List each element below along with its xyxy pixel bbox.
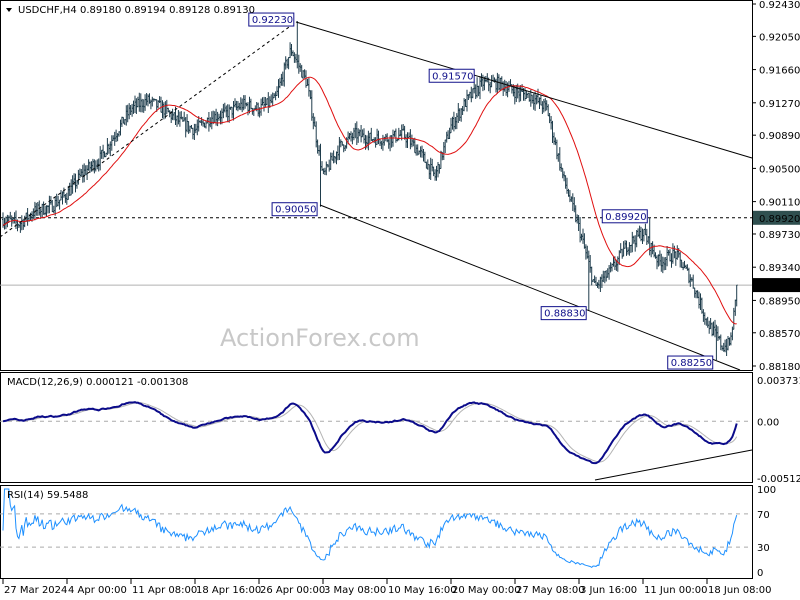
macd-pane[interactable] bbox=[0, 372, 753, 483]
time-axis-label: 27 Mar 2024 bbox=[4, 585, 67, 596]
price-pane[interactable] bbox=[0, 0, 753, 371]
price-axis-label: 0.91270 bbox=[759, 99, 800, 110]
ohlc-bar bbox=[735, 284, 738, 307]
rsi-axis-label: 30 bbox=[757, 543, 770, 554]
rsi-title: RSI(14) 59.5488 bbox=[7, 490, 88, 501]
macd-axis-label: -0.005129 bbox=[757, 474, 800, 485]
price-annotation-label: 0.92230 bbox=[252, 15, 293, 26]
symbol-timeframe: USDCHF,H4 bbox=[18, 5, 77, 16]
price-annotation-box bbox=[601, 209, 648, 224]
time-axis-label: 11 Jun 00:00 bbox=[644, 585, 708, 596]
price-annotation-label: 0.91570 bbox=[432, 71, 473, 82]
price-axis-label: 0.88180 bbox=[759, 362, 800, 373]
price-axis-label: 0.90500 bbox=[759, 164, 800, 175]
price-annotation-box bbox=[248, 12, 295, 27]
time-axis-label: 20 May 00:00 bbox=[452, 585, 521, 596]
macd-line bbox=[2, 401, 738, 465]
time-axis-label: 3 Jun 16:00 bbox=[580, 585, 637, 596]
price-axis-label: 0.92430 bbox=[759, 0, 800, 11]
time-axis-label: 27 May 08:00 bbox=[516, 585, 585, 596]
price-annotation-label: 0.88830 bbox=[544, 309, 585, 320]
trendlines bbox=[0, 21, 753, 481]
watermark: ActionForex.com bbox=[220, 324, 420, 352]
price-axis-label: 0.92050 bbox=[759, 32, 800, 43]
price-annotation-box bbox=[428, 68, 475, 83]
price-annotation-box bbox=[271, 202, 318, 217]
macd-axis-label: 0.003731 bbox=[757, 376, 800, 387]
time-axis-label: 26 Apr 00:00 bbox=[260, 585, 325, 596]
channel-upper-line[interactable] bbox=[295, 21, 753, 159]
level-price-tag bbox=[753, 210, 800, 225]
dropdown-triangle-icon[interactable] bbox=[6, 8, 12, 12]
time-axis-label: 11 Apr 08:00 bbox=[132, 585, 197, 596]
price-annotation-label: 0.88250 bbox=[671, 358, 712, 369]
time-axis-label: 4 Apr 00:00 bbox=[68, 585, 127, 596]
price-annotation-label: 0.89920 bbox=[605, 212, 646, 223]
time-axis-label: 18 Apr 16:00 bbox=[196, 585, 261, 596]
rsi-line bbox=[2, 488, 738, 569]
price-annotation-box bbox=[667, 355, 714, 370]
macd-title: MACD(12,26,9) 0.000121 -0.001308 bbox=[7, 377, 188, 388]
macd-trendline[interactable] bbox=[594, 449, 753, 481]
time-axis-label: 10 May 16:00 bbox=[388, 585, 457, 596]
price-axis-label: 0.89730 bbox=[759, 230, 800, 241]
time-axis-label: 18 Jun 08:00 bbox=[708, 585, 772, 596]
rsi-axis-label: 100 bbox=[757, 485, 776, 496]
current-price-tag bbox=[753, 278, 800, 293]
price-axis-label: 0.90110 bbox=[759, 198, 800, 209]
current-price-label: 0.89130 bbox=[759, 281, 800, 292]
macd-axis-label: 0.00 bbox=[757, 417, 779, 428]
level-price-label: 0.89920 bbox=[759, 214, 800, 225]
channel-lower-line[interactable] bbox=[319, 204, 741, 371]
time-axis-label: 3 May 08:00 bbox=[324, 585, 386, 596]
price-annotation-box bbox=[540, 306, 587, 321]
price-axis-label: 0.91660 bbox=[759, 66, 800, 77]
rsi-axis-label: 0 bbox=[757, 568, 763, 579]
dashed-trendline bbox=[0, 21, 297, 238]
price-axis-label: 0.88950 bbox=[759, 296, 800, 307]
ohlc-values: 0.89180 0.89194 0.89128 0.89130 bbox=[80, 5, 255, 16]
price-axis-label: 0.88570 bbox=[759, 329, 800, 340]
price-axis-label: 0.89340 bbox=[759, 263, 800, 274]
moving-average-line bbox=[2, 76, 737, 325]
price-annotation-label: 0.90050 bbox=[275, 205, 316, 216]
price-axis-label: 0.90890 bbox=[759, 131, 800, 142]
rsi-axis-label: 70 bbox=[757, 510, 770, 521]
